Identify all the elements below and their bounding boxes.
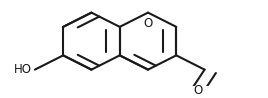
Text: HO: HO (14, 63, 32, 76)
Text: O: O (193, 84, 203, 97)
Text: O: O (143, 17, 153, 30)
